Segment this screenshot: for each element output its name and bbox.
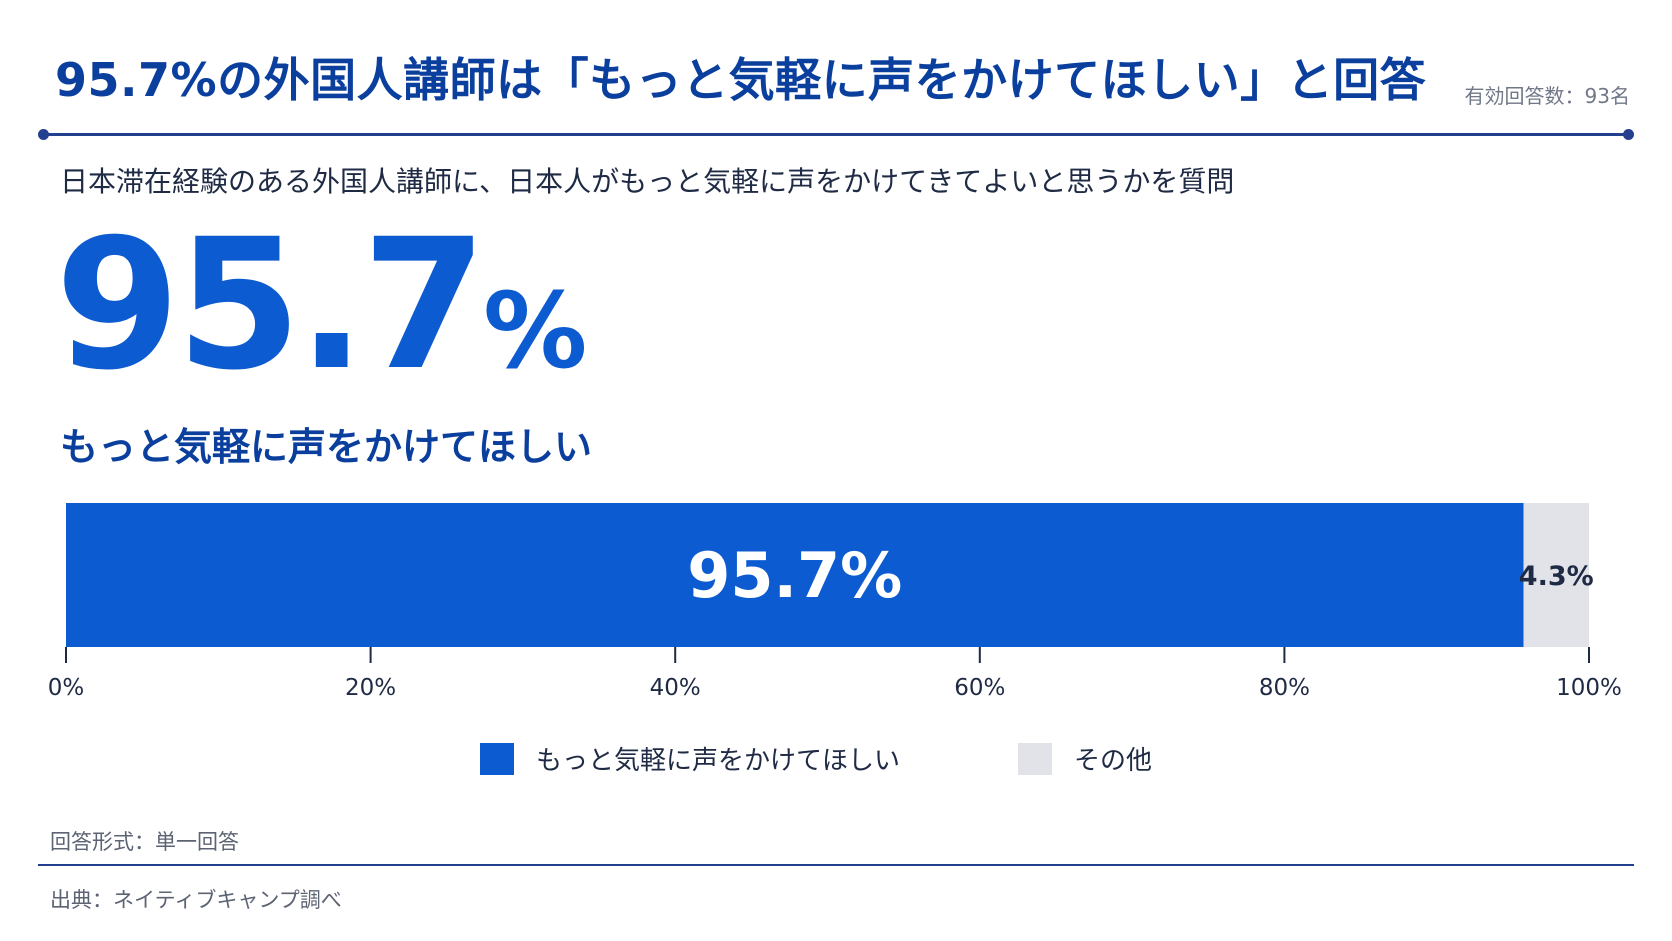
answer-format: 回答形式：単一回答 — [50, 830, 239, 854]
chart-legend: もっと気軽に声をかけてほしい その他 — [480, 740, 1270, 777]
bar-segment-0 — [66, 503, 1524, 647]
headline-unit: % — [483, 270, 588, 392]
stacked-bar-chart: 95.7% 4.3% 0% 20% 40% 60% 80% 100% — [48, 503, 1622, 701]
tick-label-3: 60% — [954, 675, 1005, 701]
bar-segment-1 — [1523, 503, 1589, 647]
divider-dot-left — [38, 129, 49, 140]
bar-label-0: 95.7% — [687, 539, 902, 612]
headline-label: もっと気軽に声をかけてほしい — [60, 425, 593, 469]
survey-question: 日本滞在経験のある外国人講師に、日本人がもっと気軽に声をかけてきてよいと思うかを… — [60, 165, 1235, 198]
source-note: 出典：ネイティブキャンプ調べ — [50, 888, 342, 912]
legend-label-other: その他 — [1074, 746, 1153, 776]
chart-title: 95.7%の外国人講師は「もっと気軽に声をかけてほしい」と回答 — [55, 53, 1427, 107]
legend-item-other: その他 — [1018, 740, 1152, 777]
tick-label-0: 0% — [48, 675, 85, 701]
footer-divider — [38, 864, 1634, 866]
tick-label-2: 40% — [650, 675, 701, 701]
divider-dot-right — [1623, 129, 1634, 140]
legend-swatch-yes — [480, 742, 514, 775]
bar-label-1: 4.3% — [1519, 561, 1594, 592]
legend-label-yes: もっと気軽に声をかけてほしい — [536, 746, 901, 776]
headline-percentage: 95.7% — [55, 216, 587, 396]
legend-item-yes: もっと気軽に声をかけてほしい — [480, 740, 900, 777]
title-divider — [44, 133, 1628, 136]
tick-label-1: 20% — [345, 675, 396, 701]
tick-label-4: 80% — [1259, 675, 1310, 701]
tick-label-5: 100% — [1556, 675, 1622, 701]
headline-number: 95.7 — [55, 201, 487, 410]
sample-size: 有効回答数：93名 — [1464, 84, 1630, 108]
legend-swatch-other — [1018, 742, 1053, 775]
